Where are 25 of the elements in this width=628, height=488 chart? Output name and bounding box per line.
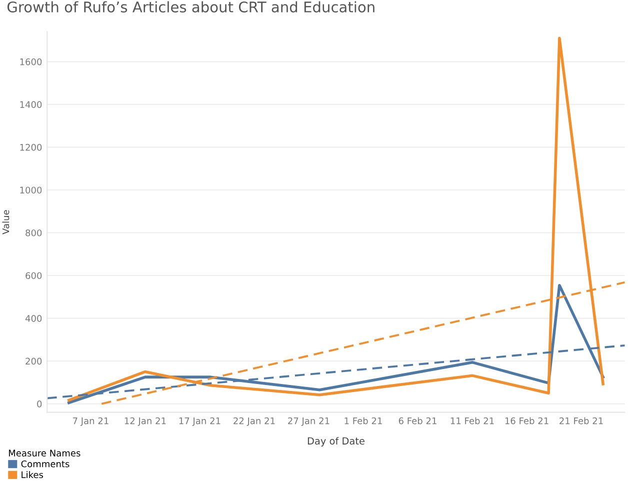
y-tick-label: 200	[26, 358, 42, 365]
legend-title: Measure Names	[9, 450, 80, 456]
chart-title: Growth of Rufo’s Articles about CRT and Education	[7, 1, 374, 12]
legend-label: Comments	[21, 460, 70, 468]
x-tick-label: 17 Jan 21	[179, 417, 220, 426]
y-tick-label: 0	[37, 400, 42, 408]
legend-label: Likes	[22, 471, 44, 478]
y-tick-label: 600	[26, 272, 42, 280]
x-tick-label: 22 Jan 21	[234, 417, 275, 426]
y-tick-label: 400	[25, 315, 42, 322]
x-tick-label: 11 Feb 21	[450, 417, 494, 424]
y-axis-title: Value	[2, 210, 10, 234]
y-tick-label: 1200	[20, 144, 42, 151]
x-tick-label: 12 Jan 21	[124, 417, 166, 426]
y-tick-label: 1000	[20, 186, 42, 194]
x-axis-title: Day of Date	[308, 437, 364, 446]
y-tick-label: 800	[26, 229, 42, 236]
x-tick-label: 1 Feb 21	[344, 417, 382, 424]
x-tick-label: 7 Jan 21	[73, 417, 108, 426]
y-tick-label: 1400	[20, 101, 42, 108]
x-tick-label: 16 Feb 21	[505, 417, 548, 424]
x-tick-label: 21 Feb 21	[560, 417, 603, 424]
y-tick-label: 1600	[20, 58, 42, 66]
x-tick-label: 6 Feb 21	[398, 417, 436, 424]
x-tick-label: 27 Jan 21	[288, 417, 330, 426]
